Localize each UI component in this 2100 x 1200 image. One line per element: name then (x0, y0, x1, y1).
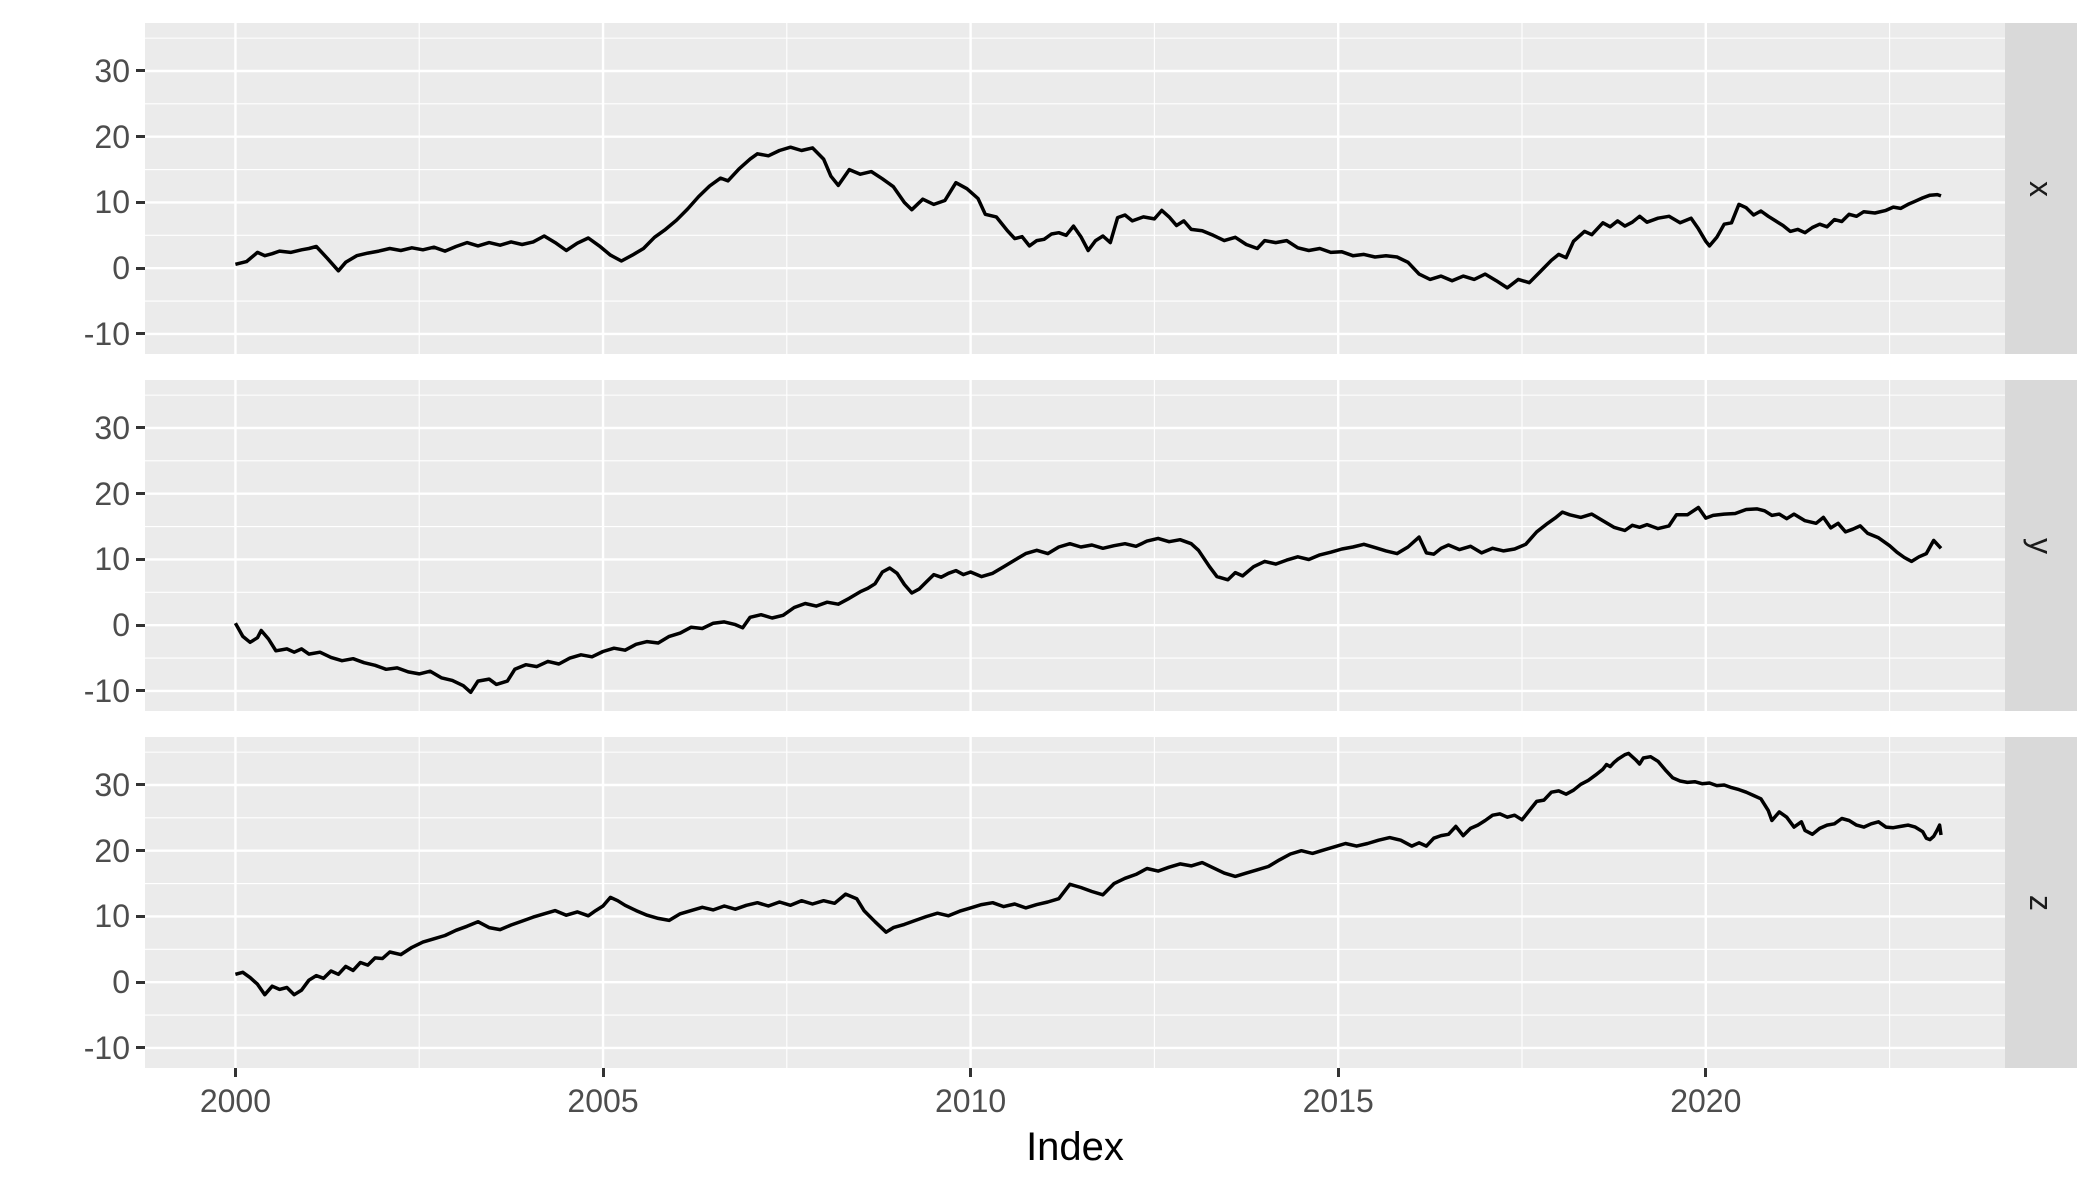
y-tick-label: 10 (94, 184, 130, 221)
x-tick-label: 2010 (935, 1083, 1007, 1119)
y-tick-mark (136, 557, 145, 561)
y-tick-label: 0 (112, 250, 130, 287)
series-line-z (234, 751, 1943, 997)
x-tick-label: 2020 (1670, 1083, 1742, 1119)
y-tick-label: 30 (94, 766, 130, 803)
x-tick-label: 2005 (567, 1083, 639, 1119)
facet-plot-area-z (145, 737, 2005, 1068)
y-tick-label: 0 (112, 607, 130, 644)
y-tick-mark (136, 492, 145, 496)
x-tick-mark (233, 1068, 237, 1077)
facet-strip-label: y (2023, 537, 2059, 554)
y-tick-label: 20 (94, 475, 130, 512)
y-tick-label: 0 (112, 964, 130, 1001)
facet-strip-label: x (2023, 180, 2059, 197)
facet-plot-area-y (145, 380, 2005, 711)
y-tick-label: -10 (83, 672, 130, 709)
y-tick-label: 20 (94, 832, 130, 869)
y-tick-label: -10 (83, 315, 130, 352)
y-tick-mark (136, 849, 145, 853)
facet-strip-label: z (2023, 894, 2059, 911)
facet-strip-y: y (2005, 380, 2077, 711)
x-tick-mark (601, 1068, 605, 1077)
series-line-y (233, 505, 1943, 695)
facet-strip-z: z (2005, 737, 2077, 1068)
x-axis-title: Index (1026, 1125, 1124, 1169)
y-tick-mark (136, 426, 145, 430)
x-tick-label: 2000 (199, 1083, 272, 1119)
y-tick-label: 30 (94, 52, 130, 89)
y-tick-label: 30 (94, 409, 130, 446)
y-tick-label: -10 (83, 1029, 130, 1066)
facet-panel-x (145, 23, 2005, 354)
x-tick-mark (1336, 1068, 1340, 1077)
facet-plot-area-x (145, 23, 2005, 354)
facet-strip-x: x (2005, 23, 2077, 354)
y-tick-label: 10 (94, 898, 130, 935)
y-tick-mark (136, 914, 145, 918)
y-tick-mark (136, 783, 145, 787)
y-tick-label: 10 (94, 541, 130, 578)
y-tick-mark (136, 689, 145, 693)
y-tick-mark (136, 332, 145, 336)
y-tick-mark (136, 980, 145, 984)
y-tick-mark (136, 69, 145, 73)
y-tick-mark (136, 135, 145, 139)
facet-panel-z (145, 737, 2005, 1068)
x-tick-label: 2015 (1302, 1083, 1374, 1119)
y-tick-label: 20 (94, 118, 130, 155)
y-tick-mark (136, 200, 145, 204)
x-tick-mark (969, 1068, 973, 1077)
series-line-x (234, 145, 1942, 290)
y-tick-mark (136, 1046, 145, 1050)
y-tick-mark (136, 266, 145, 270)
y-tick-mark (136, 623, 145, 627)
x-tick-mark (1704, 1068, 1708, 1077)
facet-panel-y (145, 380, 2005, 711)
